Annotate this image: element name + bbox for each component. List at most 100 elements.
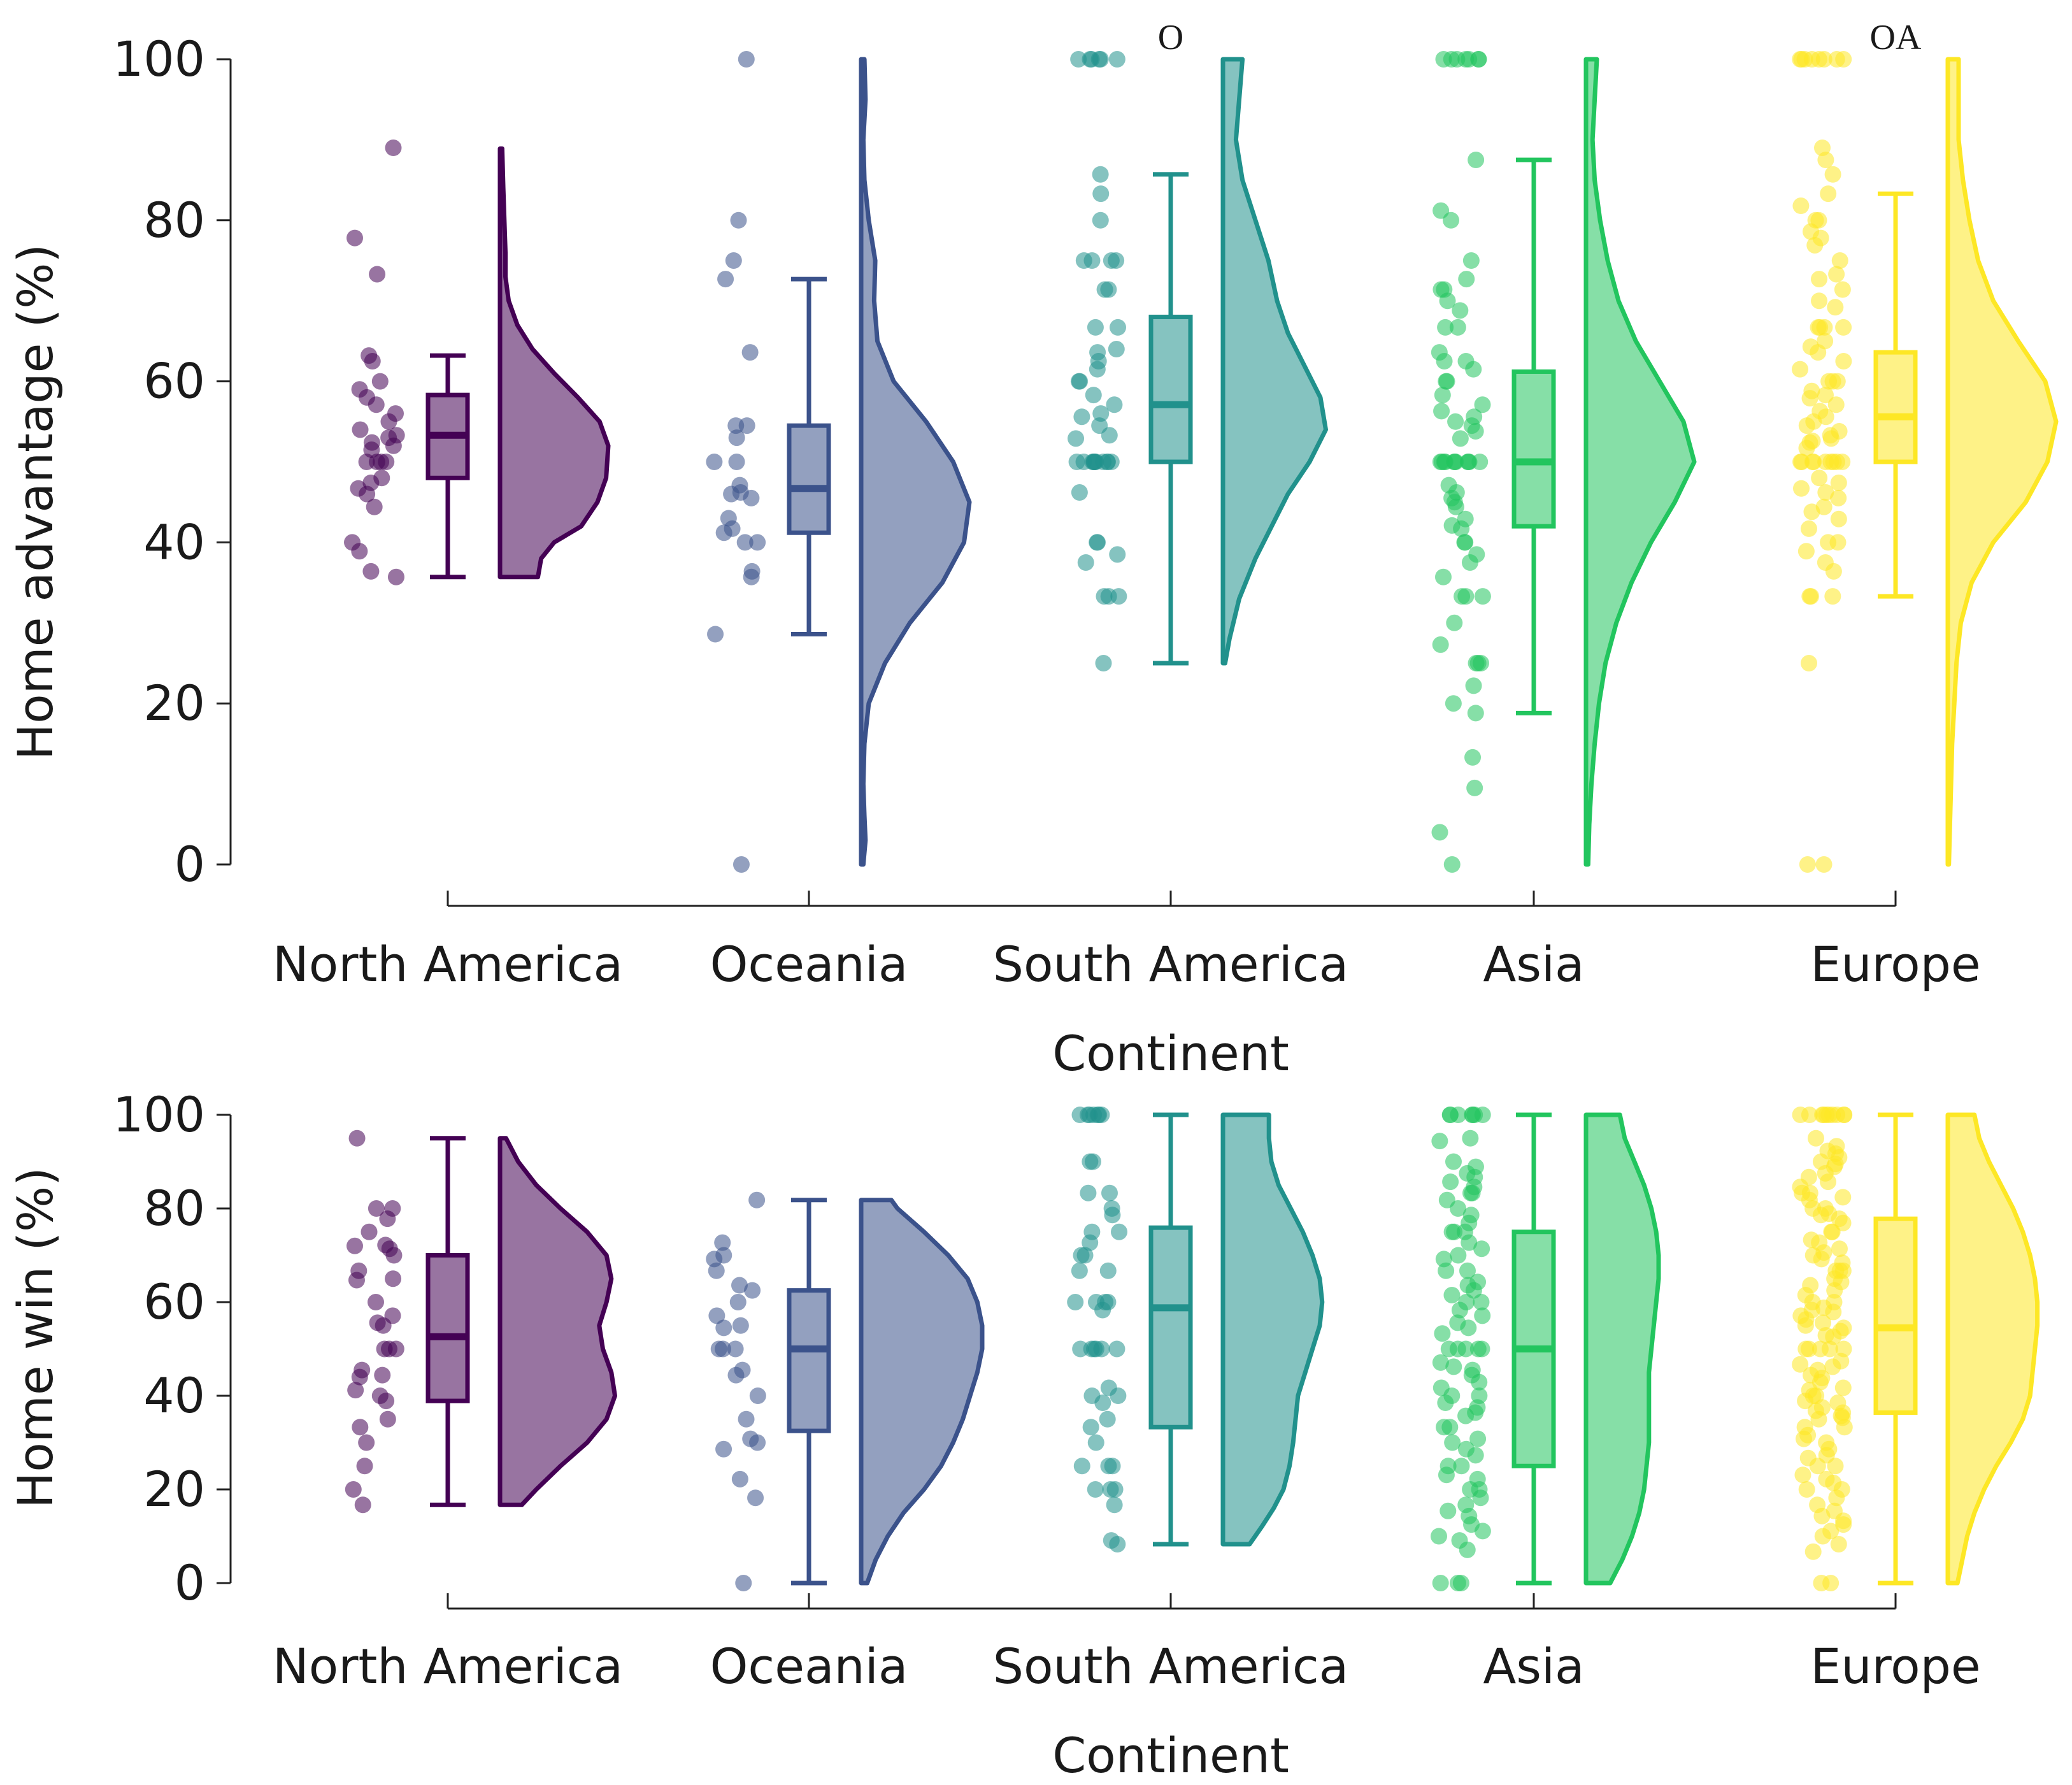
data-point <box>1459 1262 1476 1279</box>
data-point <box>1474 1523 1491 1540</box>
data-point <box>1827 1458 1844 1475</box>
data-point <box>1801 655 1818 671</box>
data-point <box>1467 1447 1484 1464</box>
panel-home-win: Home win (%) Continent 0 20 40 60 80 100 North… <box>7 1086 2040 1784</box>
data-point <box>1467 705 1484 722</box>
data-point <box>1104 1207 1121 1224</box>
data-point <box>1834 1379 1852 1396</box>
data-point <box>708 1262 725 1279</box>
group-oceania <box>706 51 972 873</box>
data-point <box>1070 373 1087 390</box>
data-point <box>1824 1358 1841 1375</box>
data-point <box>1459 454 1476 470</box>
data-point <box>1445 1153 1462 1170</box>
group-europe <box>1792 1107 2040 1591</box>
data-point <box>736 534 754 551</box>
data-point <box>1106 1496 1123 1514</box>
data-point <box>1830 1535 1847 1552</box>
data-point <box>1453 1458 1470 1475</box>
data-point <box>361 1223 378 1240</box>
data-point <box>1087 319 1104 336</box>
data-point <box>379 1410 396 1428</box>
data-point <box>1433 403 1450 420</box>
y-tick-label: 40 <box>143 1367 205 1424</box>
data-point <box>1434 387 1451 404</box>
data-point <box>1092 166 1109 183</box>
data-point <box>731 1470 748 1488</box>
group-north-america <box>344 140 611 585</box>
data-point <box>1100 588 1117 605</box>
data-point <box>347 1382 364 1399</box>
data-point <box>1447 413 1464 430</box>
data-point <box>1831 1240 1848 1258</box>
data-point <box>717 271 734 288</box>
data-point <box>368 454 385 470</box>
data-point <box>347 229 364 247</box>
data-point <box>1446 454 1463 470</box>
data-point <box>1435 51 1452 68</box>
data-point <box>379 1210 396 1228</box>
data-point <box>1082 1153 1099 1170</box>
data-point <box>738 51 755 68</box>
data-point <box>368 1200 385 1217</box>
data-point <box>1101 1184 1118 1201</box>
data-point <box>362 563 380 580</box>
data-point <box>1082 1419 1099 1436</box>
data-point <box>1109 546 1126 563</box>
data-point <box>385 437 402 454</box>
data-point <box>1813 1507 1831 1524</box>
box-iqr <box>787 423 831 535</box>
data-point <box>1108 1340 1125 1358</box>
data-point <box>1431 824 1448 841</box>
data-point <box>1443 1286 1461 1303</box>
data-point <box>346 1237 363 1254</box>
data-point <box>1449 1575 1466 1591</box>
data-point <box>1441 1419 1459 1436</box>
data-point <box>728 429 745 447</box>
data-point <box>1819 1173 1836 1191</box>
data-point <box>1468 152 1485 168</box>
x-tick-label: North America <box>273 936 623 993</box>
data-point <box>1473 1294 1490 1310</box>
data-point <box>1457 1340 1475 1358</box>
data-point <box>1110 1387 1127 1404</box>
data-point <box>1472 1489 1489 1507</box>
x-tick-label: Europe <box>1810 936 1980 993</box>
data-point <box>1835 51 1852 68</box>
data-point <box>1797 1340 1815 1358</box>
data-point <box>1464 1107 1481 1123</box>
data-point <box>1792 51 1809 68</box>
data-point <box>706 454 723 470</box>
data-point <box>1089 361 1106 378</box>
data-point <box>1075 252 1092 269</box>
x-tick-label: Oceania <box>710 936 908 993</box>
data-point <box>351 1368 368 1386</box>
data-point <box>1462 1129 1479 1147</box>
data-point <box>1431 1133 1448 1150</box>
data-point <box>359 485 376 503</box>
data-point <box>1067 1294 1084 1310</box>
data-point <box>1469 1430 1487 1447</box>
x-axis-title-home-win: Continent <box>1052 1727 1289 1784</box>
data-point <box>1831 252 1848 269</box>
box-iqr <box>1148 1225 1193 1430</box>
data-point <box>1798 417 1815 434</box>
data-point <box>1794 1466 1811 1484</box>
data-point <box>374 1366 391 1384</box>
data-point <box>728 454 745 470</box>
data-point <box>1797 543 1815 560</box>
data-point <box>1450 1200 1467 1217</box>
data-point <box>1835 1516 1852 1533</box>
data-point <box>1073 1458 1090 1475</box>
density-cloud <box>1220 1112 1325 1547</box>
data-point <box>1830 489 1847 506</box>
data-point <box>1474 588 1491 605</box>
data-point <box>1106 1481 1124 1498</box>
data-point <box>747 1489 764 1507</box>
data-point <box>371 373 389 390</box>
data-point <box>1807 1129 1824 1147</box>
x-tick-label: Oceania <box>710 1638 908 1695</box>
data-point <box>1792 480 1810 497</box>
x-tick-label: South America <box>993 1638 1349 1695</box>
data-point <box>1473 1240 1490 1258</box>
